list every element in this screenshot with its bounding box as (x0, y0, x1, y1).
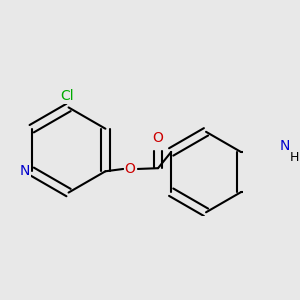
Text: O: O (125, 162, 136, 176)
Text: O: O (153, 131, 164, 145)
Text: N: N (20, 164, 30, 178)
Text: Cl: Cl (60, 89, 74, 103)
Text: N: N (280, 139, 290, 153)
Text: H: H (290, 151, 299, 164)
